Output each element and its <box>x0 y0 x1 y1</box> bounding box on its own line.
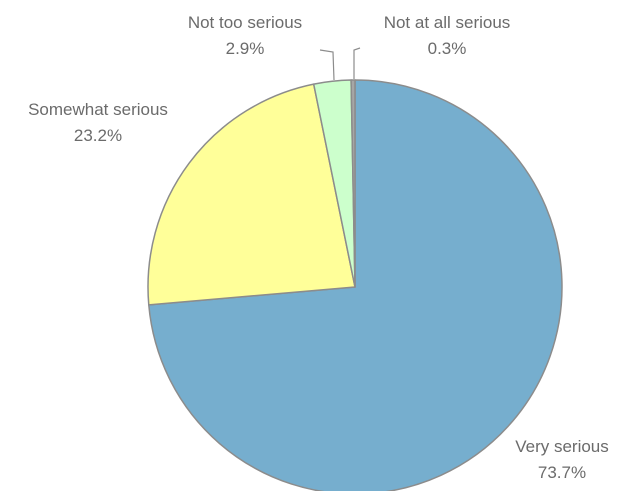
data-label-category: Not at all serious <box>384 13 511 32</box>
leader-line-not-too-serious <box>319 49 335 81</box>
data-label-category: Very serious <box>515 437 609 456</box>
data-label-somewhat-serious: Somewhat serious 23.2% <box>28 100 168 145</box>
leader-lines <box>319 47 361 81</box>
leader-line-not-at-all-serious <box>353 47 361 79</box>
pie-slice-not-at-all-serious <box>350 79 356 288</box>
data-label-not-at-all-serious: Not at all serious 0.3% <box>384 13 511 58</box>
data-label-category: Somewhat serious <box>28 100 168 119</box>
data-label-not-too-serious: Not too serious 2.9% <box>188 13 302 58</box>
data-label-value: 23.2% <box>74 126 122 145</box>
data-labels: Very serious 73.7% Somewhat serious 23.2% No… <box>28 13 609 482</box>
pie-slice-somewhat-serious <box>147 83 356 306</box>
data-label-value: 73.7% <box>538 463 586 482</box>
data-label-value: 0.3% <box>428 39 467 58</box>
data-label-very-serious: Very serious 73.7% <box>515 437 609 482</box>
pie-slices <box>147 79 563 495</box>
data-label-category: Not too serious <box>188 13 302 32</box>
data-label-value: 2.9% <box>226 39 265 58</box>
